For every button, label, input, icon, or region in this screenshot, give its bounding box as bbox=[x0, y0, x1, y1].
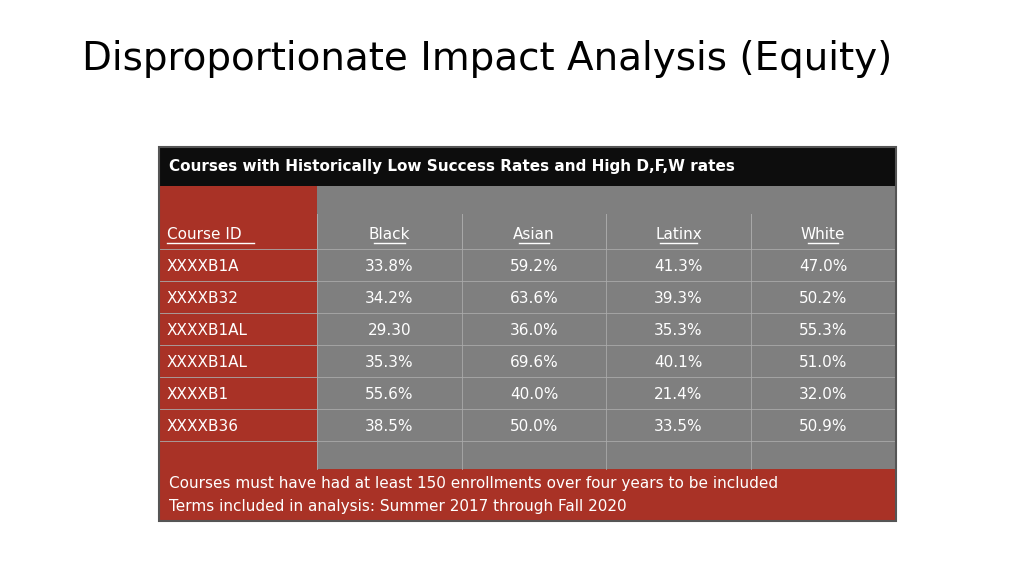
Text: XXXXB1: XXXXB1 bbox=[167, 387, 229, 402]
Text: White: White bbox=[801, 226, 845, 241]
Text: 40.0%: 40.0% bbox=[510, 387, 558, 402]
Text: 69.6%: 69.6% bbox=[510, 355, 558, 370]
Text: Disproportionate Impact Analysis (Equity): Disproportionate Impact Analysis (Equity… bbox=[82, 40, 892, 78]
Text: 41.3%: 41.3% bbox=[654, 259, 702, 274]
Text: 55.6%: 55.6% bbox=[366, 387, 414, 402]
Text: 33.5%: 33.5% bbox=[654, 419, 702, 434]
Text: XXXXB1AL: XXXXB1AL bbox=[167, 355, 248, 370]
Text: Latinx: Latinx bbox=[655, 226, 701, 241]
Text: 33.8%: 33.8% bbox=[366, 259, 414, 274]
Text: Courses must have had at least 150 enrollments over four years to be included: Courses must have had at least 150 enrol… bbox=[169, 476, 778, 491]
Text: 55.3%: 55.3% bbox=[799, 323, 847, 338]
Text: 35.3%: 35.3% bbox=[366, 355, 414, 370]
Text: 50.9%: 50.9% bbox=[799, 419, 847, 434]
Text: 50.2%: 50.2% bbox=[799, 291, 847, 306]
Text: Courses with Historically Low Success Rates and High D,F,W rates: Courses with Historically Low Success Ra… bbox=[169, 159, 735, 174]
Text: Terms included in analysis: Summer 2017 through Fall 2020: Terms included in analysis: Summer 2017 … bbox=[169, 499, 627, 514]
Text: 63.6%: 63.6% bbox=[510, 291, 558, 306]
Text: 47.0%: 47.0% bbox=[799, 259, 847, 274]
Text: 50.0%: 50.0% bbox=[510, 419, 558, 434]
Text: 38.5%: 38.5% bbox=[366, 419, 414, 434]
Text: 21.4%: 21.4% bbox=[654, 387, 702, 402]
Text: 40.1%: 40.1% bbox=[654, 355, 702, 370]
Text: Asian: Asian bbox=[513, 226, 555, 241]
Text: 34.2%: 34.2% bbox=[366, 291, 414, 306]
Text: XXXXB36: XXXXB36 bbox=[167, 419, 239, 434]
Text: 39.3%: 39.3% bbox=[654, 291, 702, 306]
Text: XXXXB1A: XXXXB1A bbox=[167, 259, 240, 274]
Text: Course ID: Course ID bbox=[167, 226, 242, 241]
Text: Black: Black bbox=[369, 226, 411, 241]
Text: XXXXB32: XXXXB32 bbox=[167, 291, 239, 306]
Text: 32.0%: 32.0% bbox=[799, 387, 847, 402]
Text: 36.0%: 36.0% bbox=[510, 323, 558, 338]
Text: 59.2%: 59.2% bbox=[510, 259, 558, 274]
Text: 35.3%: 35.3% bbox=[654, 323, 702, 338]
Text: XXXXB1AL: XXXXB1AL bbox=[167, 323, 248, 338]
Text: 29.30: 29.30 bbox=[368, 323, 412, 338]
Text: 51.0%: 51.0% bbox=[799, 355, 847, 370]
